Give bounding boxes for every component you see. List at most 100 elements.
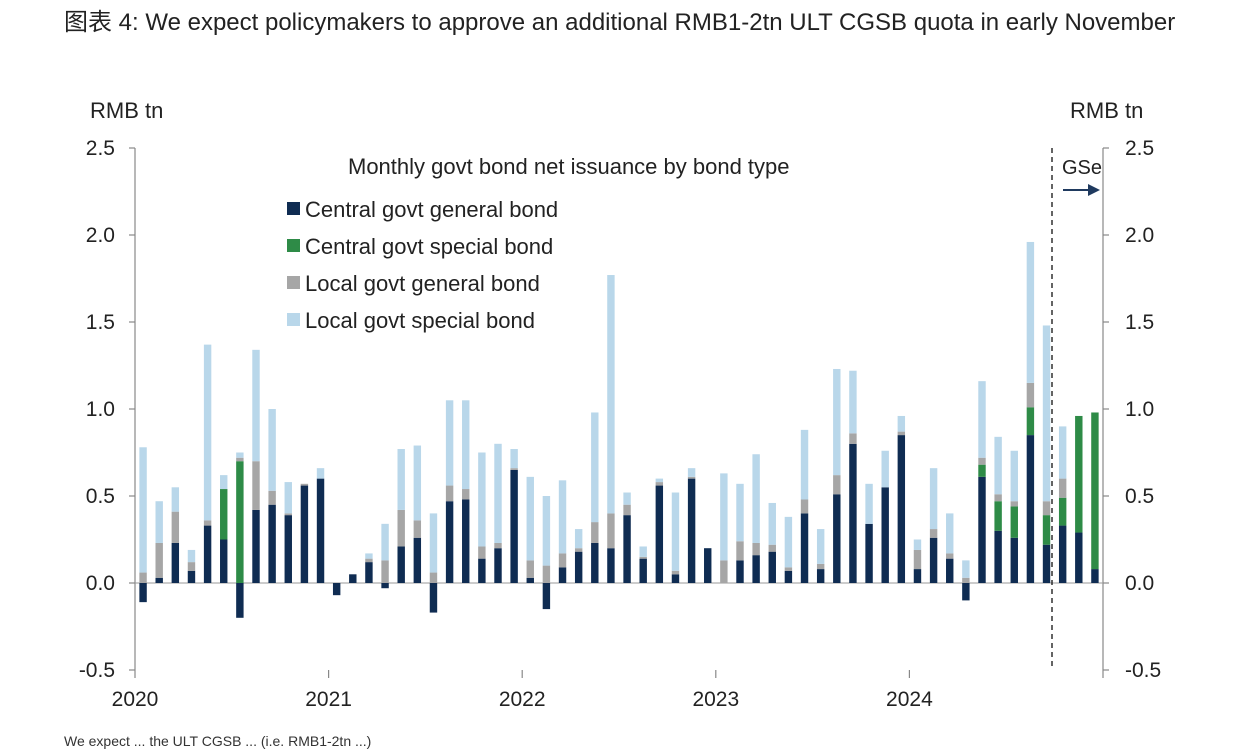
bar-segment [397, 546, 405, 583]
bar-segment [946, 553, 954, 559]
bar-segment [268, 409, 276, 491]
bar-segment [284, 482, 292, 514]
bar-segment [526, 476, 534, 561]
bar-segment [510, 469, 518, 583]
bar-segment [1058, 478, 1067, 498]
bar-segment [639, 558, 647, 583]
bar-segment [623, 492, 631, 505]
bar-segment [800, 513, 809, 583]
bar-segment [445, 501, 454, 583]
bar-segment [833, 494, 841, 583]
bar-segment [946, 558, 954, 583]
bar-segment [1075, 532, 1083, 583]
bar-segment [768, 551, 776, 583]
right-ytick-label: -0.5 [1125, 659, 1161, 682]
bar-segment [139, 583, 147, 603]
bar-segment [768, 502, 776, 545]
bar-segment [316, 468, 325, 479]
bar-segment [397, 449, 405, 510]
bar-segment [494, 443, 502, 543]
bar-segment [316, 478, 325, 583]
bar-segment [171, 511, 180, 543]
bar-segment [574, 548, 583, 552]
bar-segment [300, 485, 309, 583]
bar-segment [155, 501, 163, 543]
left-ytick-label: 0.5 [86, 485, 115, 508]
bar-segment [655, 485, 664, 583]
unit-labels: RMB tn RMB tn [90, 98, 1143, 123]
bar-segment [784, 567, 793, 571]
bar-segment [784, 516, 793, 568]
bar-segment [655, 478, 664, 483]
legend-swatch [287, 276, 300, 289]
bar-segment [978, 381, 986, 458]
bar-segment [897, 415, 906, 432]
bar-segment [607, 548, 615, 583]
bar-segment [462, 489, 470, 500]
bar-segment [671, 574, 680, 583]
left-unit-label: RMB tn [90, 98, 163, 123]
xtick-label: 2020 [112, 688, 159, 711]
bar-segment [736, 541, 744, 561]
bar-segment [1042, 501, 1051, 516]
bar-segment [1026, 241, 1035, 383]
bar-segment [865, 523, 873, 583]
left-ytick-label: 2.0 [86, 224, 115, 247]
bar-segment [155, 542, 163, 578]
right-ytick-label: 0.0 [1125, 572, 1154, 595]
bar-segment [252, 509, 260, 583]
bar-segment [816, 529, 825, 564]
bar-segment [365, 553, 373, 559]
legend-swatch [287, 202, 300, 215]
bar-segment [558, 553, 567, 568]
bar-segment [365, 562, 373, 583]
xtick-label: 2024 [886, 688, 933, 711]
bar-segment [284, 513, 292, 516]
bar-segment [574, 551, 583, 583]
overlay-group: GSe [1051, 148, 1102, 668]
bar-segment [849, 443, 857, 583]
right-ytick-label: 1.0 [1125, 398, 1154, 421]
bar-segment [800, 429, 809, 500]
legend-label: Local govt general bond [305, 271, 540, 296]
bar-segment [478, 452, 486, 547]
bar-segment [897, 431, 906, 436]
bar-segment [155, 577, 163, 583]
bar-segment [607, 513, 615, 549]
bar-segment [784, 570, 793, 583]
bar-segment [236, 583, 244, 618]
bar-segment [445, 400, 454, 486]
bar-segment [1075, 415, 1083, 533]
bar-segment [252, 349, 260, 462]
bar-segment [800, 499, 809, 514]
bar-segment [994, 494, 1002, 502]
right-ytick-label: 2.0 [1125, 224, 1154, 247]
bar-segment [1026, 435, 1035, 583]
bar-segment [284, 515, 292, 583]
bar-segment [510, 449, 518, 469]
bar-segment [929, 468, 938, 530]
bar-segment [171, 487, 180, 512]
xtick-label: 2022 [499, 688, 546, 711]
bar-segment [591, 412, 599, 523]
bar-segment [462, 499, 470, 583]
bar-segment [929, 537, 938, 583]
left-ytick-label: -0.5 [79, 659, 115, 682]
xtick-label: 2023 [692, 688, 739, 711]
left-ytick-label: 0.0 [86, 572, 115, 595]
bar-segment [171, 542, 180, 583]
bar-segment [639, 546, 647, 557]
bar-segment [687, 468, 696, 477]
bar-segment [1042, 515, 1051, 545]
bar-segment [1058, 426, 1067, 479]
bar-segment [381, 523, 389, 561]
bar-segment [542, 583, 551, 610]
bar-segment [381, 560, 389, 583]
bar-segment [478, 546, 486, 559]
bar-segment [1058, 497, 1067, 526]
bar-segment [1042, 544, 1051, 583]
bar-segment [252, 461, 260, 510]
bar-segment [671, 492, 680, 571]
bar-segment [542, 565, 551, 583]
bar-segment [268, 490, 276, 505]
